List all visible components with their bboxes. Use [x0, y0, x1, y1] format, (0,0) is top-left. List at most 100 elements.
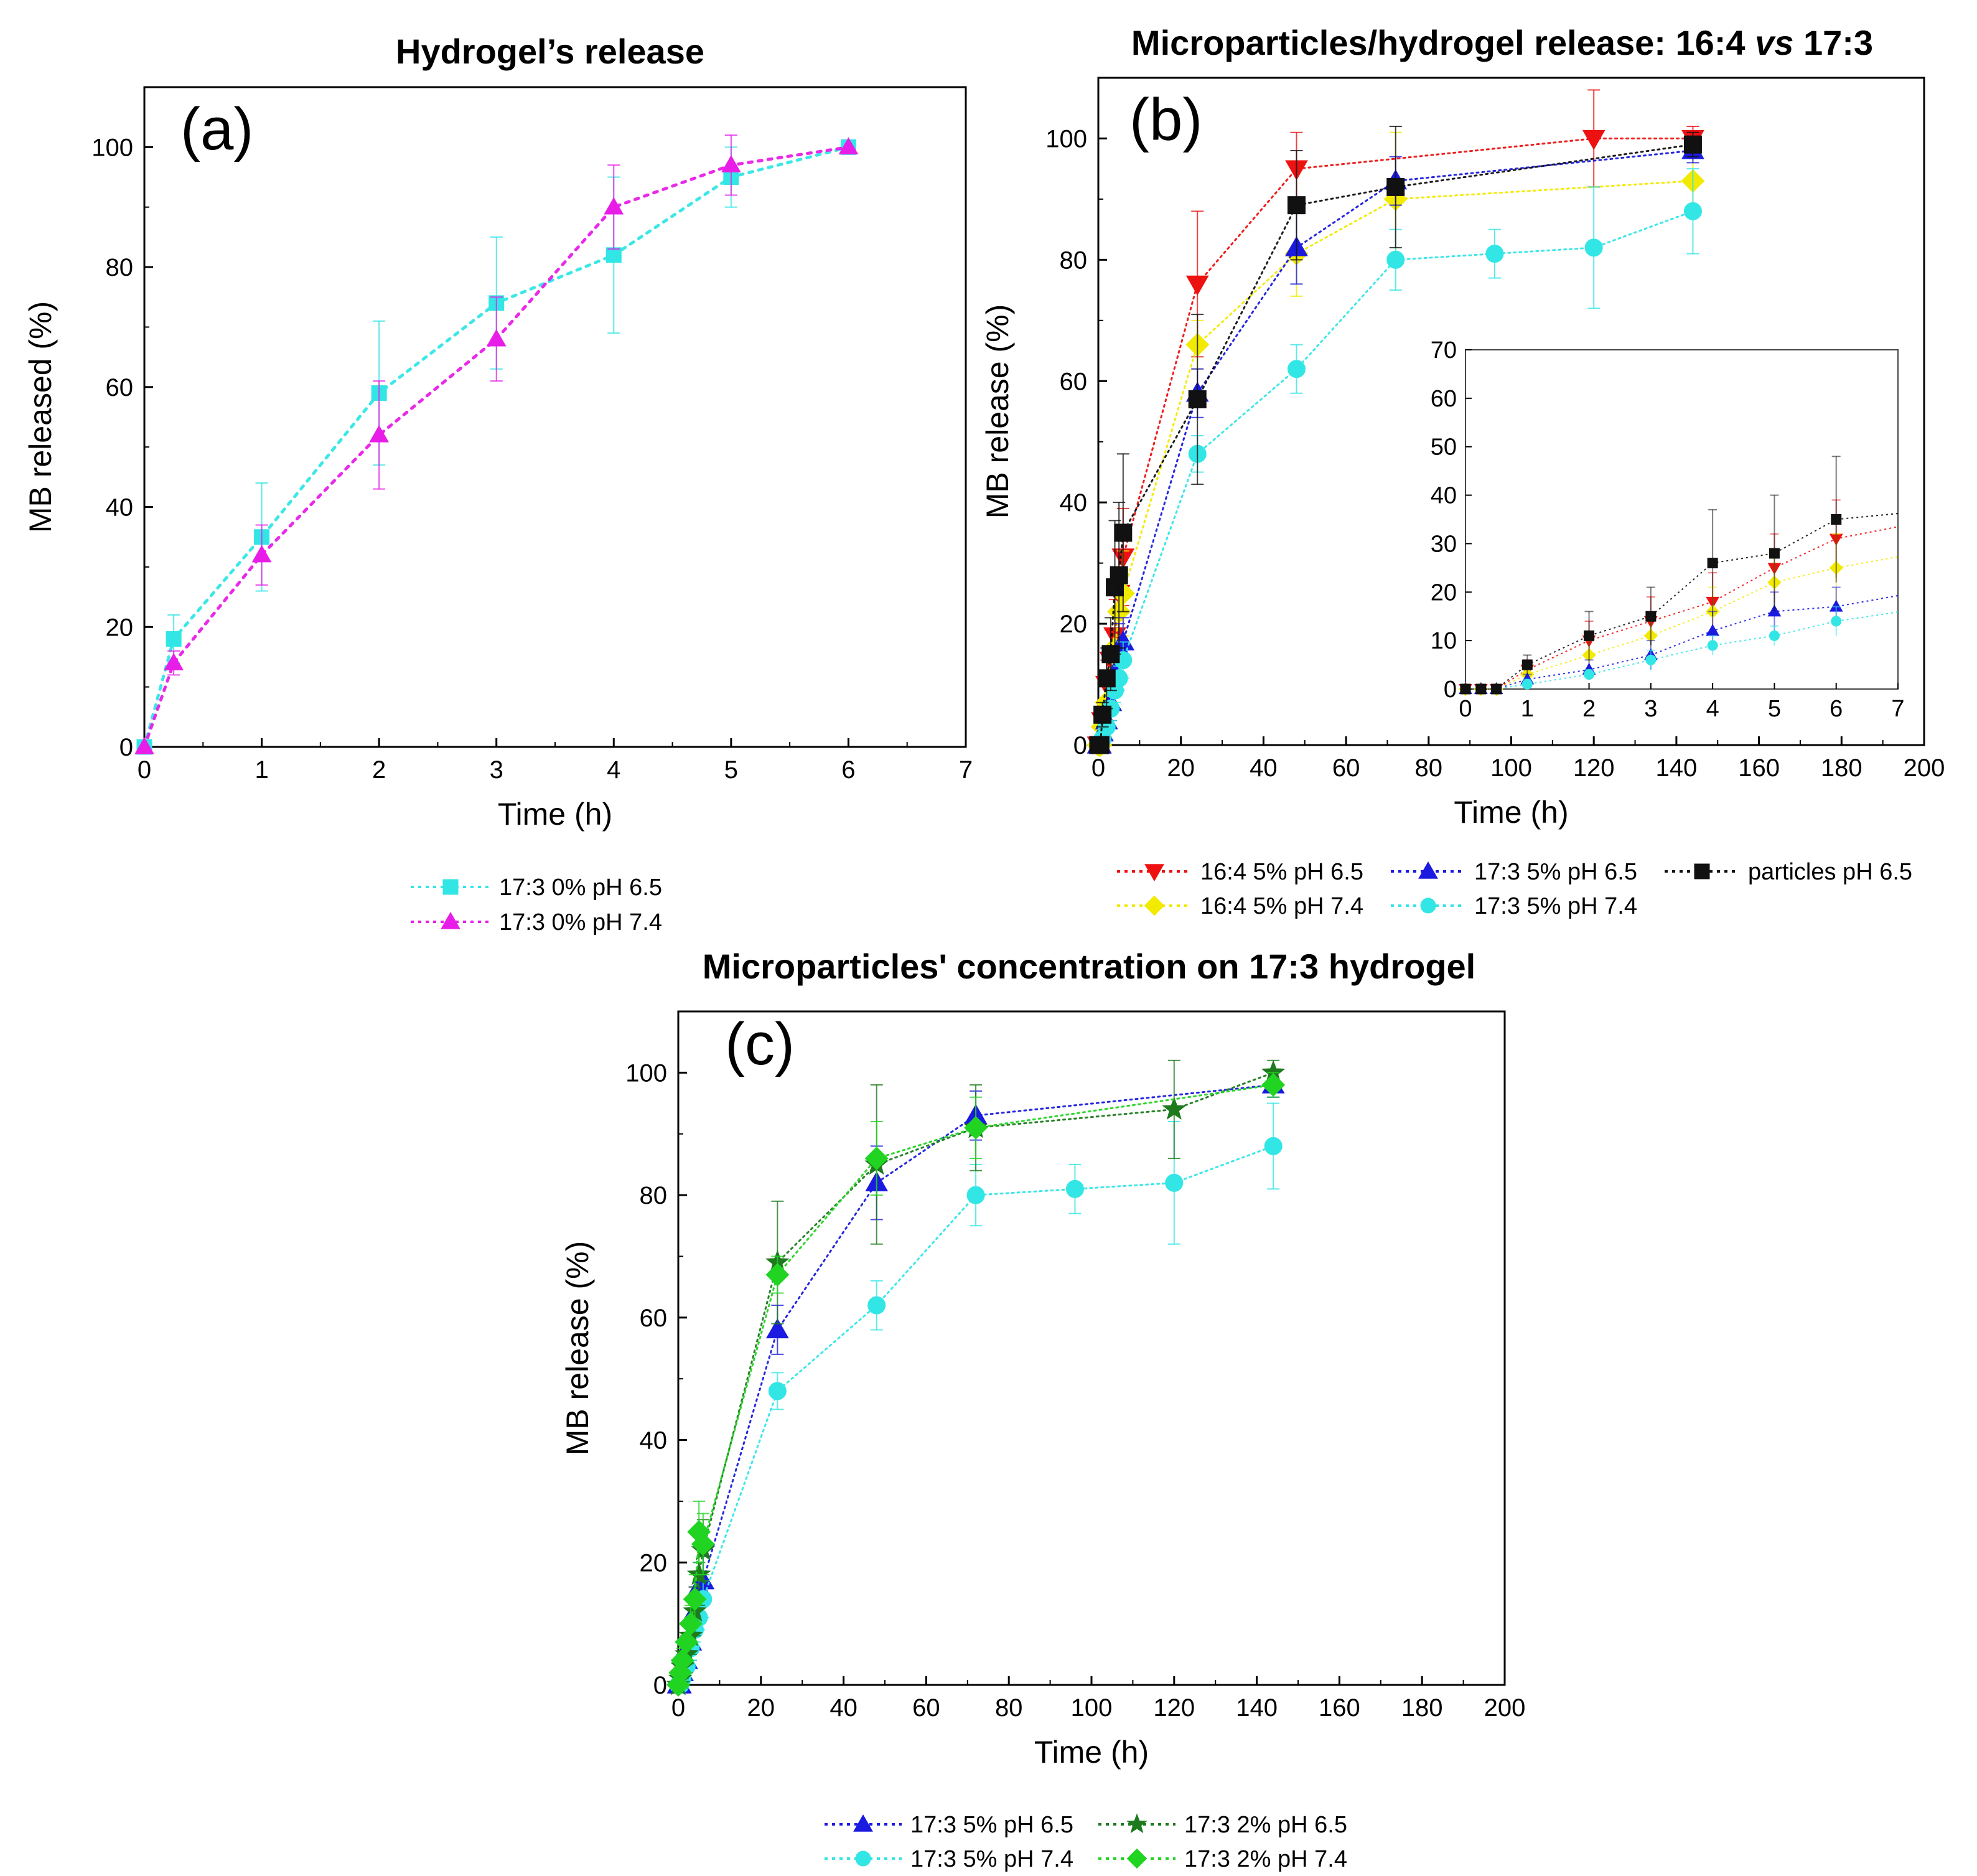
- panel-label: (b): [1129, 87, 1202, 153]
- inset-x-tick-label: 3: [1644, 696, 1657, 722]
- y-tick-label: 100: [625, 1059, 667, 1087]
- y-tick-label: 40: [1060, 489, 1088, 517]
- data-point: [765, 1318, 789, 1339]
- legend: 16:4 5% pH 6.5 16:4 5% pH 7.4 17:3 5% pH 6…: [1117, 859, 1912, 919]
- y-tick-label: 40: [106, 494, 134, 522]
- data-point: [1065, 1180, 1084, 1198]
- inset-data-point: [1769, 548, 1780, 559]
- legend-label: 17:3 5% pH 7.4: [1474, 893, 1637, 919]
- data-point: [765, 1263, 790, 1287]
- series-line: [143, 145, 850, 749]
- legend-label: 17:3 5% pH 6.5: [910, 1812, 1073, 1838]
- x-tick-label: 2: [372, 756, 386, 784]
- data-point: [966, 1186, 985, 1204]
- inset-data-point: [1831, 616, 1842, 627]
- y-tick-label: 100: [91, 134, 133, 161]
- x-tick-label: 180: [1401, 1694, 1443, 1722]
- y-tick-label: 20: [1060, 611, 1088, 638]
- legend-item: 16:4 5% pH 7.4: [1117, 893, 1363, 919]
- legend-item: 17:3 2% pH 7.4: [1098, 1846, 1347, 1872]
- data-point: [605, 247, 622, 263]
- x-tick-label: 3: [490, 756, 503, 784]
- legend-item: 17:3 0% pH 7.4: [411, 909, 662, 936]
- legend-item: 17:3 5% pH 6.5: [1391, 859, 1637, 885]
- data-point: [251, 545, 272, 563]
- legend-marker: [1144, 864, 1164, 882]
- x-tick-label: 40: [1250, 754, 1278, 782]
- data-point: [1261, 1073, 1286, 1097]
- inset-x-tick-label: 4: [1706, 696, 1719, 722]
- chart-title: Hydrogel’s release: [396, 32, 704, 71]
- x-tick-label: 140: [1656, 754, 1698, 782]
- legend-marker: [442, 879, 459, 895]
- data-point: [768, 1382, 787, 1400]
- data-point: [1584, 238, 1603, 257]
- data-point: [1110, 566, 1128, 584]
- x-axis-label: Time (h): [1454, 795, 1568, 830]
- y-tick-label: 60: [1060, 368, 1088, 395]
- panel-c: Microparticles' concentration on 17:3 hy…: [560, 947, 1525, 1872]
- legend-marker: [853, 1814, 873, 1832]
- data-point: [1287, 360, 1306, 378]
- legend-marker: [1126, 1848, 1147, 1869]
- y-axis-label: MB release (%): [980, 304, 1015, 519]
- inset-data-point: [1645, 654, 1657, 665]
- x-tick-label: 60: [912, 1694, 940, 1722]
- legend-label: 16:4 5% pH 7.4: [1200, 893, 1363, 919]
- data-point: [1264, 1137, 1283, 1155]
- data-point: [1185, 275, 1209, 296]
- panel-label: (a): [180, 96, 253, 162]
- inset-y-tick-label: 60: [1431, 386, 1457, 412]
- series-line: [143, 145, 850, 749]
- inset-x-tick-label: 7: [1891, 696, 1904, 722]
- y-tick-label: 80: [106, 254, 134, 281]
- legend-marker: [1418, 861, 1438, 879]
- inset-series: [1460, 456, 1899, 695]
- legend-label: 17:3 2% pH 6.5: [1184, 1812, 1347, 1838]
- data-point: [1188, 390, 1207, 409]
- inset-y-tick-label: 70: [1431, 337, 1457, 363]
- legend-item: 17:3 5% pH 7.4: [825, 1846, 1073, 1872]
- series-17-3-0-ph-7-4: [134, 134, 859, 754]
- y-tick-label: 100: [1045, 125, 1087, 152]
- y-tick-label: 80: [1060, 246, 1088, 274]
- inset-y-tick-label: 40: [1431, 483, 1457, 509]
- legend-label: 16:4 5% pH 6.5: [1200, 859, 1363, 885]
- inset-data-point: [1584, 669, 1595, 680]
- data-point: [666, 1673, 690, 1697]
- data-point: [964, 1115, 988, 1140]
- x-tick-label: 60: [1332, 754, 1360, 782]
- chart-title: Microparticles' concentration on 17:3 hy…: [703, 947, 1475, 986]
- inset-y-tick-label: 50: [1431, 434, 1457, 461]
- legend-item: 16:4 5% pH 6.5: [1117, 859, 1363, 885]
- y-tick-label: 0: [1073, 732, 1087, 759]
- x-axis-label: Time (h): [1034, 1735, 1149, 1770]
- legend-item: particles pH 6.5: [1665, 859, 1912, 885]
- data-point: [1162, 1097, 1187, 1120]
- data-point: [1114, 523, 1133, 542]
- legend-marker: [1420, 898, 1436, 914]
- y-tick-label: 20: [106, 614, 134, 641]
- x-tick-label: 200: [1904, 754, 1945, 782]
- x-tick-label: 80: [1415, 754, 1443, 782]
- legend-label: 17:3 0% pH 6.5: [499, 875, 662, 901]
- data-point: [1097, 669, 1116, 688]
- x-tick-label: 80: [995, 1694, 1023, 1722]
- inset-y-tick-label: 30: [1431, 531, 1457, 557]
- data-point: [1683, 135, 1702, 154]
- legend-item: 17:3 2% pH 6.5: [1098, 1812, 1347, 1838]
- y-tick-label: 40: [640, 1427, 668, 1455]
- legend-label: 17:3 0% pH 7.4: [499, 909, 662, 936]
- legend-marker: [441, 911, 460, 929]
- x-tick-label: 120: [1573, 754, 1615, 782]
- inset-series-line: [1465, 513, 1899, 690]
- chart-title-part: Microparticles/hydrogel release: 16:4: [1131, 23, 1755, 62]
- x-tick-label: 0: [671, 1694, 685, 1722]
- inset-x-tick-label: 1: [1521, 696, 1534, 722]
- panel-label: (c): [725, 1011, 795, 1077]
- inset-data-point: [1645, 611, 1657, 622]
- legend-item: 17:3 5% pH 6.5: [825, 1812, 1073, 1838]
- inset-data-point: [1584, 630, 1595, 641]
